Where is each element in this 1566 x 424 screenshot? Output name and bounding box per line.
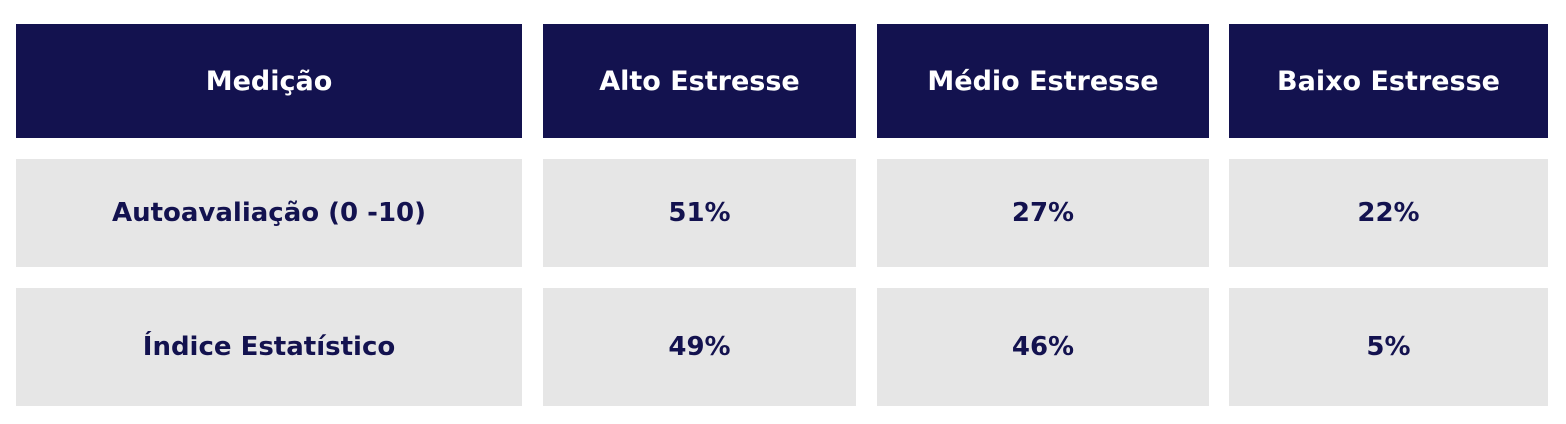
table-cell: 51%	[543, 159, 856, 267]
table-cell: 22%	[1229, 159, 1548, 267]
table-cell: 27%	[877, 159, 1209, 267]
row-label: Índice Estatístico	[16, 288, 522, 406]
table-cell: 49%	[543, 288, 856, 406]
header-cell: Alto Estresse	[543, 24, 856, 138]
header-cell: Médio Estresse	[877, 24, 1209, 138]
header-cell: Baixo Estresse	[1229, 24, 1548, 138]
table-cell: 46%	[877, 288, 1209, 406]
header-cell: Medição	[16, 24, 522, 138]
table-cell: 5%	[1229, 288, 1548, 406]
row-label: Autoavaliação (0 -10)	[16, 159, 522, 267]
